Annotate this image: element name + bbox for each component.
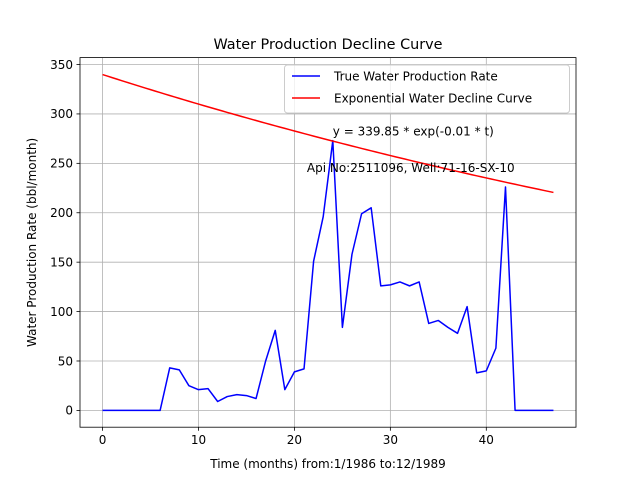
y-tick-label: 300 [50, 107, 73, 121]
y-tick-label: 50 [58, 354, 73, 368]
x-tick-label: 20 [287, 433, 302, 447]
x-tick-label: 30 [383, 433, 398, 447]
annotation-text: y = 339.85 * exp(-0.01 * t) [333, 125, 494, 139]
series-layer [102, 73, 554, 412]
y-tick-label: 100 [50, 305, 73, 319]
x-axis-label: Time (months) from:1/1986 to:12/1989 [209, 457, 446, 471]
x-tick-label: 10 [191, 433, 206, 447]
y-axis-ticks: 0 50 100 150 200 250 300 350 [50, 58, 80, 418]
legend-box [284, 64, 570, 114]
y-axis-label: Water Production Rate (bbl/month) [25, 138, 39, 347]
x-tick-label: 0 [99, 433, 107, 447]
annotations: y = 339.85 * exp(-0.01 * t) Api No:251109… [307, 125, 515, 176]
chart-title: Water Production Decline Curve [213, 37, 442, 53]
annotation-text: Api No:2511096, Well:71-16-SX-10 [307, 161, 515, 175]
grid [80, 57, 576, 428]
series-true-water-rate [102, 139, 554, 412]
y-tick-label: 250 [50, 157, 73, 171]
y-tick-label: 150 [50, 255, 73, 269]
x-axis-ticks: 0 10 20 30 40 [99, 427, 494, 447]
series-exponential-curve [102, 73, 554, 194]
axes-frame [79, 57, 577, 428]
legend-label-exp-curve: Exponential Water Decline Curve [334, 92, 532, 106]
x-tick-label: 40 [479, 433, 494, 447]
y-tick-label: 200 [50, 206, 73, 220]
y-tick-label: 0 [65, 404, 73, 418]
legend-label-true-rate: True Water Production Rate [333, 70, 498, 84]
legend: True Water Production Rate Exponential W… [284, 64, 570, 114]
y-tick-label: 350 [50, 58, 73, 72]
